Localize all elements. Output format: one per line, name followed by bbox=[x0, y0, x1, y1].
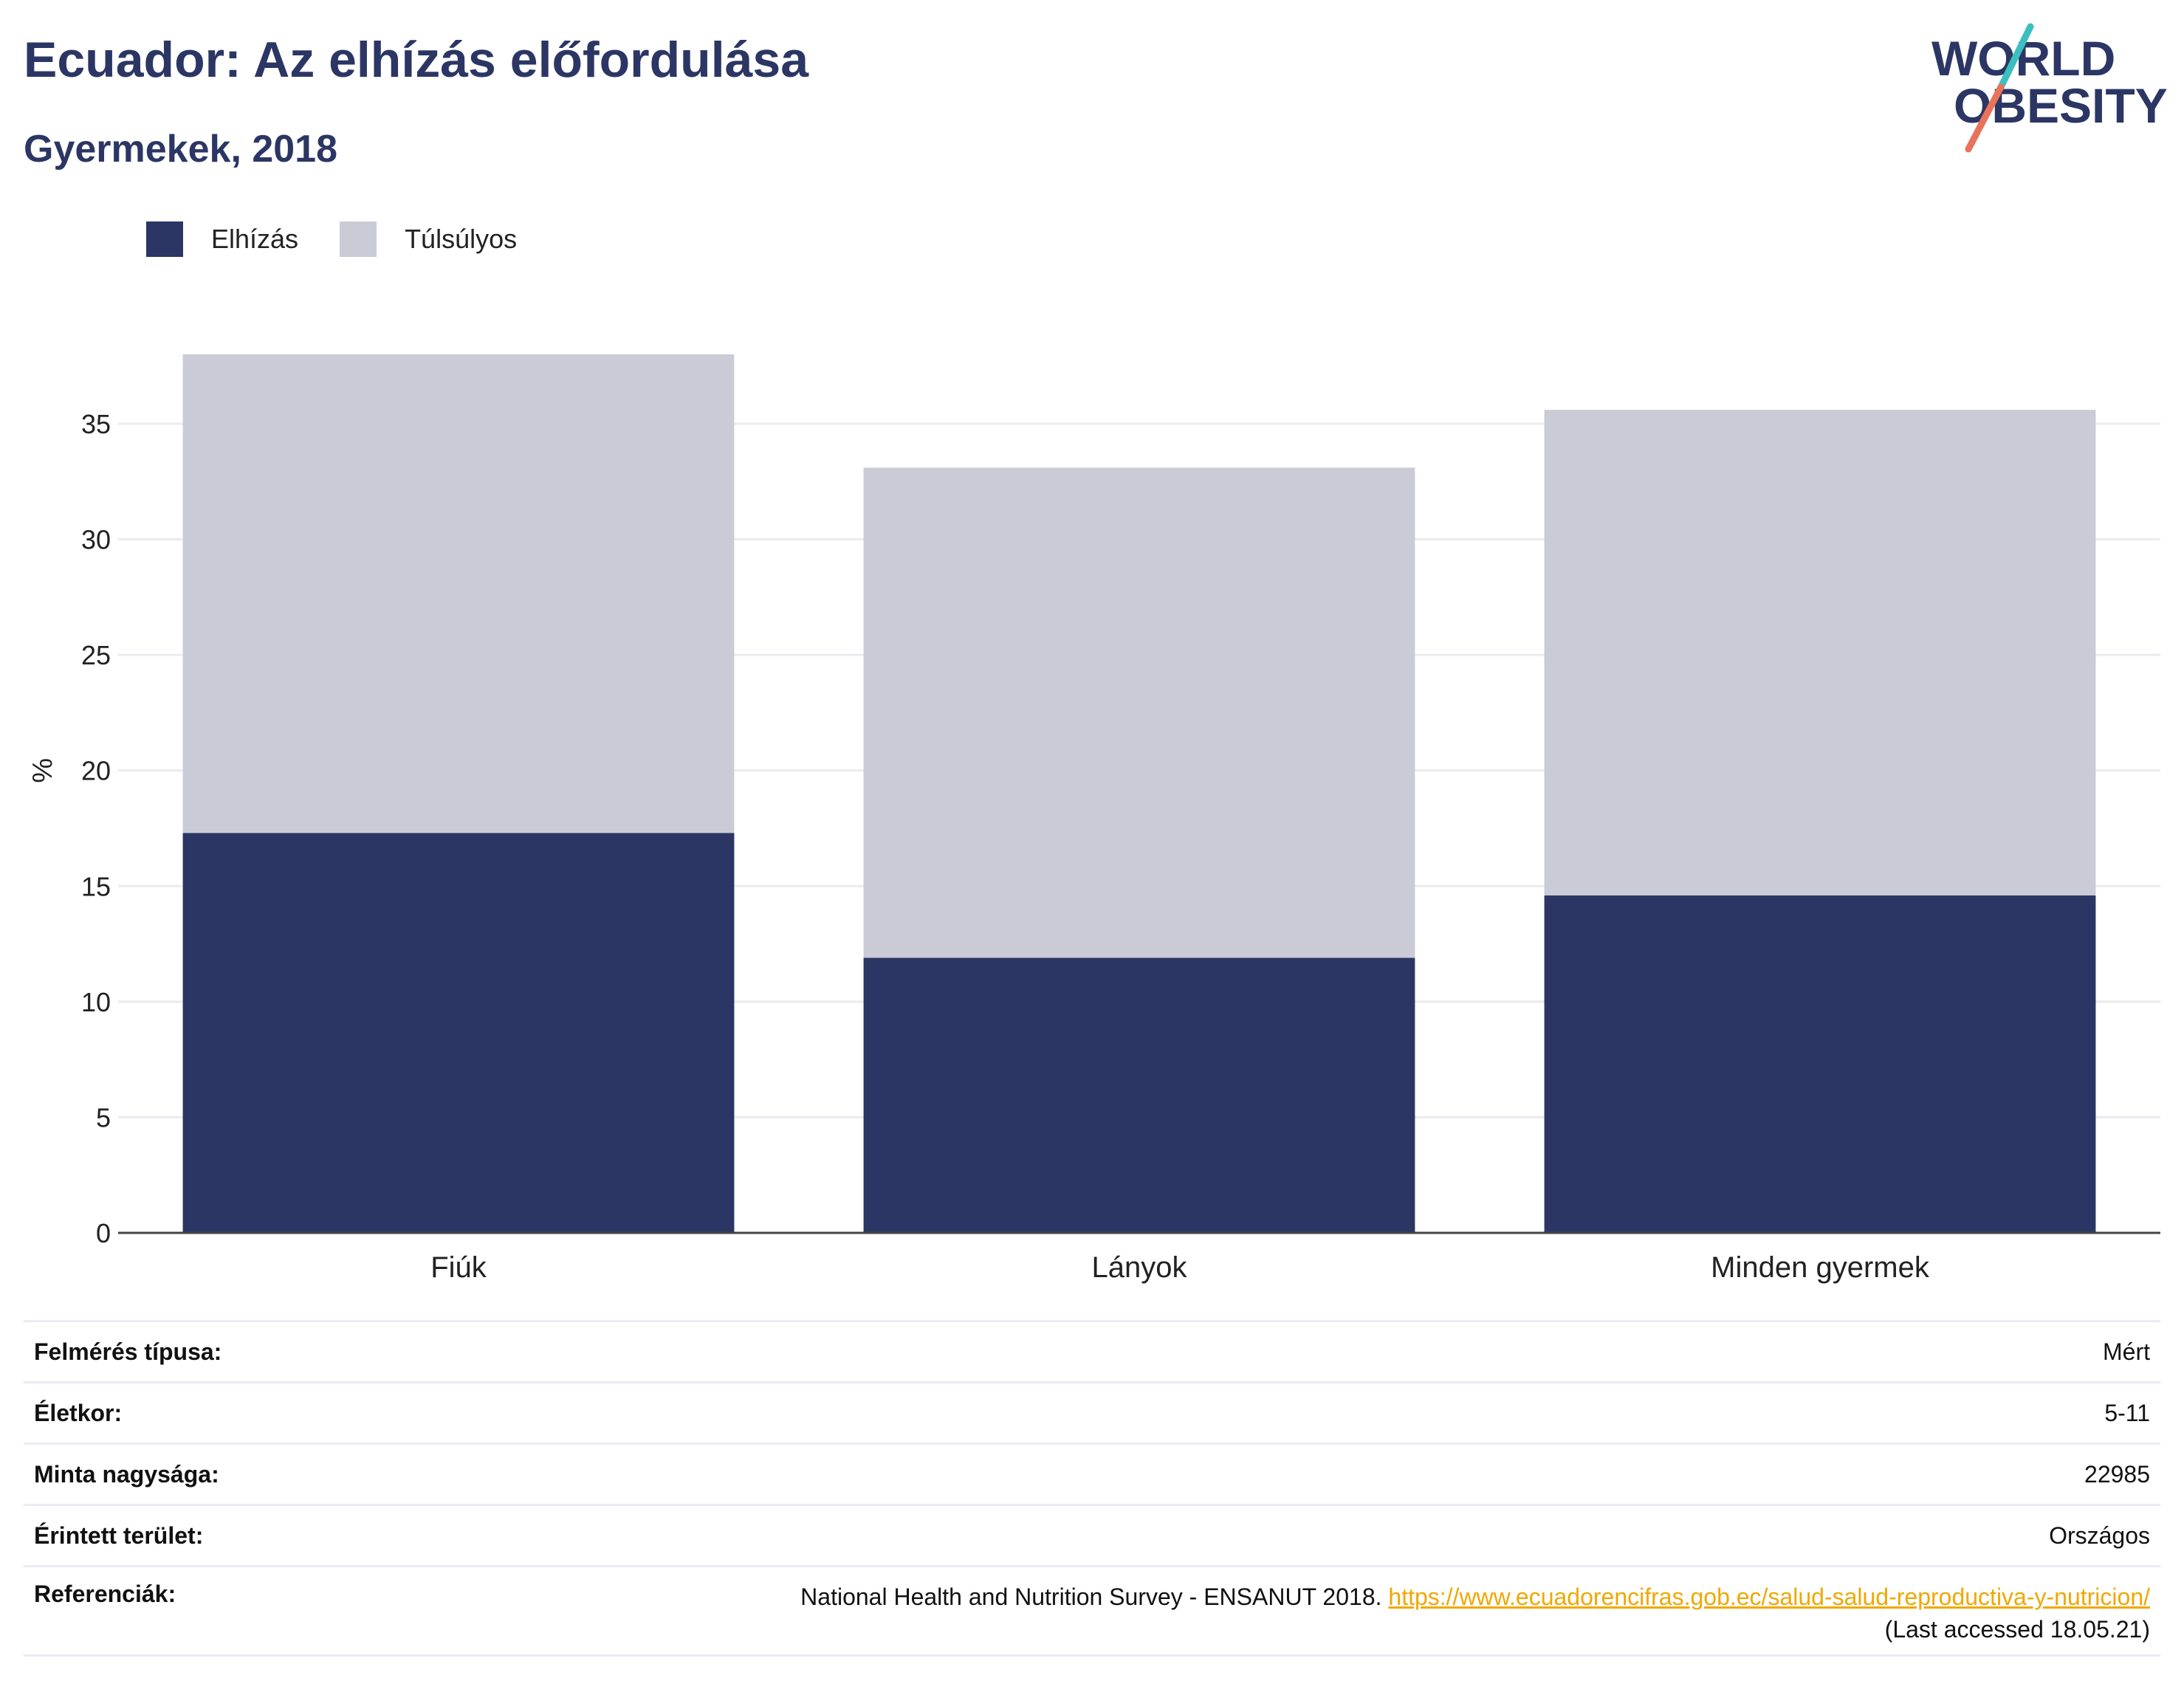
legend-label-overweight: Túlsúlyos bbox=[405, 224, 518, 254]
legend-swatch-overweight bbox=[340, 221, 377, 257]
x-tick-label: Fiúk bbox=[430, 1251, 487, 1284]
legend-label-obesity: Elhízás bbox=[211, 224, 299, 254]
chart-subtitle: Gyermekek, 2018 bbox=[24, 128, 338, 171]
bar-obesity bbox=[863, 957, 1415, 1233]
meta-label: Érintett terület: bbox=[34, 1522, 204, 1549]
reference-value: National Health and Nutrition Survey - E… bbox=[800, 1581, 2150, 1646]
meta-row-references: Referenciák: National Health and Nutriti… bbox=[24, 1565, 2160, 1657]
meta-value: 22985 bbox=[2084, 1460, 2150, 1488]
reference-accessed: (Last accessed 18.05.21) bbox=[1884, 1616, 2150, 1643]
logo-slash-coral bbox=[1965, 83, 2005, 153]
chart-title: Ecuador: Az elhízás előfordulása bbox=[24, 32, 809, 88]
meta-label: Minta nagysága: bbox=[34, 1460, 219, 1488]
survey-details-table: Felmérés típusa: Mért Életkor: 5-11 Mint… bbox=[24, 1320, 2160, 1657]
logo-slash-teal bbox=[1997, 23, 2034, 91]
logo-line-2: OBESITY bbox=[1954, 78, 2168, 133]
y-tick-label: 15 bbox=[81, 871, 111, 901]
meta-row-area: Érintett terület: Országos bbox=[24, 1504, 2160, 1565]
bar-obesity bbox=[182, 833, 735, 1233]
reference-link[interactable]: https://www.ecuadorencifras.gob.ec/salud… bbox=[1388, 1584, 2150, 1610]
bar-overweight bbox=[863, 467, 1415, 958]
world-obesity-logo: WORLD OBESITY bbox=[1931, 23, 2168, 153]
meta-label: Életkor: bbox=[34, 1399, 123, 1426]
meta-value: Országos bbox=[2049, 1522, 2150, 1549]
y-tick-label: 0 bbox=[96, 1218, 111, 1248]
x-tick-label: Minden gyermek bbox=[1711, 1251, 1930, 1284]
stacked-bar-chart: 0 5 10 15 20 25 30 35% Fiúk Lányok Minden gyermek bbox=[27, 354, 2160, 1284]
chart-legend: Elhízás Túlsúlyos bbox=[146, 219, 558, 260]
meta-row-age: Életkor: 5-11 bbox=[24, 1381, 2160, 1443]
bar-obesity bbox=[1544, 895, 2096, 1233]
meta-row-sample-size: Minta nagysága: 22985 bbox=[24, 1443, 2160, 1504]
y-tick-label: 5 bbox=[96, 1102, 111, 1132]
legend-item-obesity[interactable]: Elhízás bbox=[146, 221, 298, 257]
meta-value: 5-11 bbox=[2104, 1399, 2150, 1426]
y-tick-label: 35 bbox=[81, 409, 111, 439]
y-tick-label: 10 bbox=[81, 987, 111, 1017]
y-tick-label: 25 bbox=[81, 640, 111, 670]
meta-label: Felmérés típusa: bbox=[34, 1338, 222, 1365]
x-tick-label: Lányok bbox=[1092, 1251, 1188, 1284]
reference-text: National Health and Nutrition Survey - E… bbox=[800, 1584, 1382, 1610]
meta-label: Referenciák: bbox=[34, 1581, 176, 1607]
bar-overweight bbox=[1544, 410, 2096, 895]
bar-overweight bbox=[182, 354, 735, 833]
y-tick-label: 20 bbox=[81, 756, 111, 786]
meta-row-survey-type: Felmérés típusa: Mért bbox=[24, 1320, 2160, 1381]
y-tick-label: 30 bbox=[81, 525, 111, 555]
meta-value: Mért bbox=[2103, 1338, 2150, 1365]
y-axis-label: % bbox=[27, 758, 58, 783]
legend-item-overweight[interactable]: Túlsúlyos bbox=[340, 221, 517, 257]
reference-line: National Health and Nutrition Survey - E… bbox=[800, 1581, 2150, 1613]
legend-swatch-obesity bbox=[146, 221, 183, 257]
